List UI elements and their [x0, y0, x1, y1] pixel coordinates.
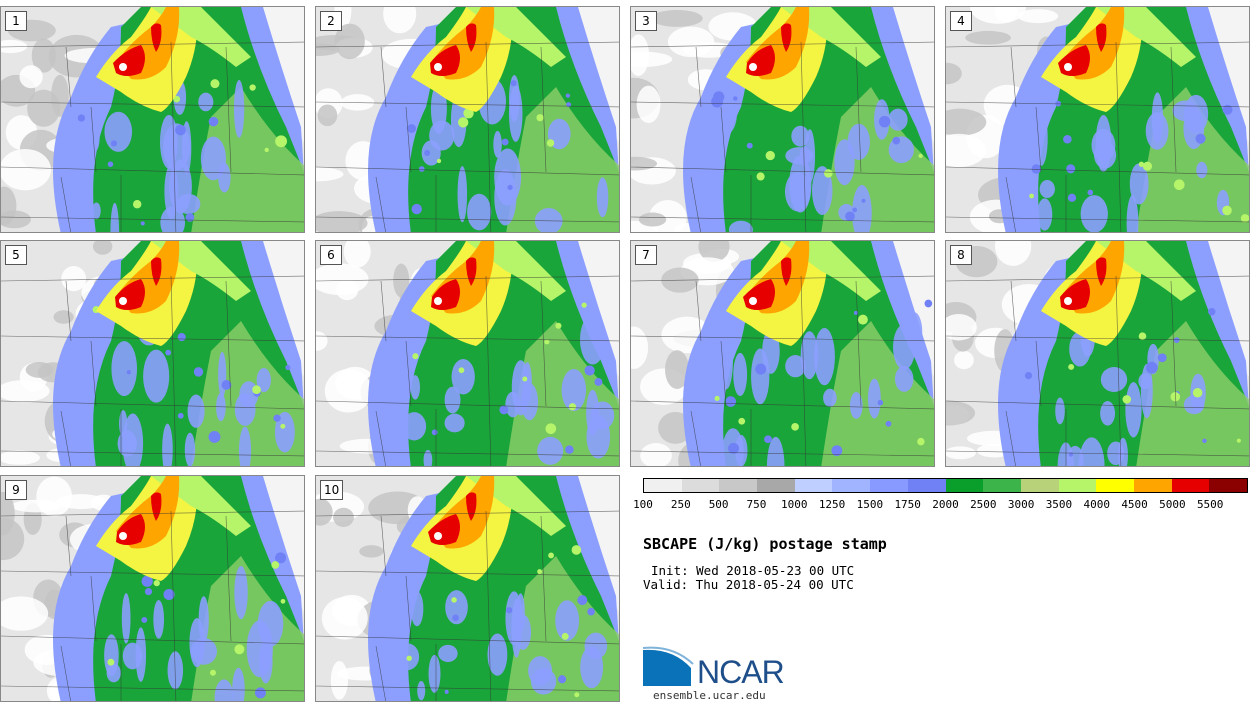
ensemble-member-map: 6 — [315, 240, 620, 467]
member-number: 8 — [950, 245, 972, 265]
sbcape-field — [1, 476, 304, 701]
ensemble-member-map: 3 — [630, 6, 935, 233]
colorbar-tick-label: 2500 — [970, 498, 997, 511]
colorbar-tick-label: 5000 — [1159, 498, 1186, 511]
colorbar-tick-label: 1250 — [818, 498, 846, 511]
colorbar-segment — [1058, 479, 1097, 492]
sbcape-field — [316, 7, 619, 232]
colorbar-segment — [757, 479, 795, 492]
colorbar-segment — [1133, 479, 1172, 492]
sbcape-field — [316, 241, 619, 466]
ensemble-member-map: 7 — [630, 240, 935, 467]
ensemble-member-map: 8 — [945, 240, 1250, 467]
colorbar-ticks: 100 250 500 750 1000 1250 1500 1750 2000 2500 3000… — [633, 498, 1248, 512]
chart-title: SBCAPE (J/kg) postage stamp — [643, 535, 887, 553]
ensemble-member-map: 5 — [0, 240, 305, 467]
member-number: 1 — [5, 11, 27, 31]
member-number: 9 — [5, 480, 27, 500]
member-number: 7 — [635, 245, 657, 265]
ensemble-member-map: 2 — [315, 6, 620, 233]
colorbar-segment — [832, 479, 871, 492]
ensemble-member-map: 1 — [0, 6, 305, 233]
colorbar-segment — [644, 479, 682, 492]
colorbar-tick-label: 1750 — [894, 498, 921, 511]
valid-time: Valid: Thu 2018-05-24 00 UTC — [643, 577, 854, 592]
colorbar-segment — [1020, 479, 1059, 492]
sbcape-field — [316, 476, 619, 701]
ncar-logo-text: NCAR — [697, 654, 785, 690]
colorbar-segment — [870, 479, 908, 492]
colorbar-tick-label: 250 — [670, 498, 691, 511]
sbcape-field — [946, 241, 1249, 466]
colorbar-tick-label: 100 — [633, 498, 653, 511]
member-number: 3 — [635, 11, 657, 31]
sbcape-field — [631, 241, 934, 466]
member-number: 10 — [320, 480, 344, 500]
sbcape-field — [946, 7, 1249, 232]
colorbar-segment — [719, 479, 758, 492]
site-url: ensemble.ucar.edu — [653, 689, 766, 702]
colorbar-segment — [907, 479, 946, 492]
colorbar-tick-label: 500 — [708, 498, 729, 511]
ensemble-member-map: 9 — [0, 475, 305, 702]
colorbar-tick-label: 5500 — [1196, 498, 1224, 511]
member-number: 5 — [5, 245, 27, 265]
colorbar-segment — [983, 479, 1021, 492]
colorbar-tick-label: 750 — [746, 498, 767, 511]
colorbar-tick-label: 3500 — [1045, 498, 1073, 511]
colorbar-tick-label: 4000 — [1083, 498, 1111, 511]
sbcape-field — [631, 7, 934, 232]
colorbar-segment — [1209, 479, 1247, 492]
colorbar-segment — [681, 479, 720, 492]
ensemble-member-map: 10 — [315, 475, 620, 702]
colorbar-segment — [1096, 479, 1134, 492]
member-number: 4 — [950, 11, 972, 31]
colorbar-segment — [945, 479, 984, 492]
colorbar-tick-label: 1000 — [781, 498, 808, 511]
colorbar-tick-label: 2000 — [932, 498, 959, 511]
colorbar-tick-label: 1500 — [856, 498, 884, 511]
sbcape-field — [1, 7, 304, 232]
member-number: 6 — [320, 245, 342, 265]
init-time: Init: Wed 2018-05-23 00 UTC — [651, 563, 855, 578]
colorbar-segment — [1171, 479, 1210, 492]
colorbar-tick-label: 4500 — [1121, 498, 1148, 511]
member-number: 2 — [320, 11, 342, 31]
colorbar-segment — [794, 479, 833, 492]
ncar-logo-icon — [643, 646, 694, 686]
sbcape-field — [1, 241, 304, 466]
colorbar-tick-label: 3000 — [1007, 498, 1035, 511]
colorbar — [643, 478, 1248, 493]
ensemble-member-map: 4 — [945, 6, 1250, 233]
